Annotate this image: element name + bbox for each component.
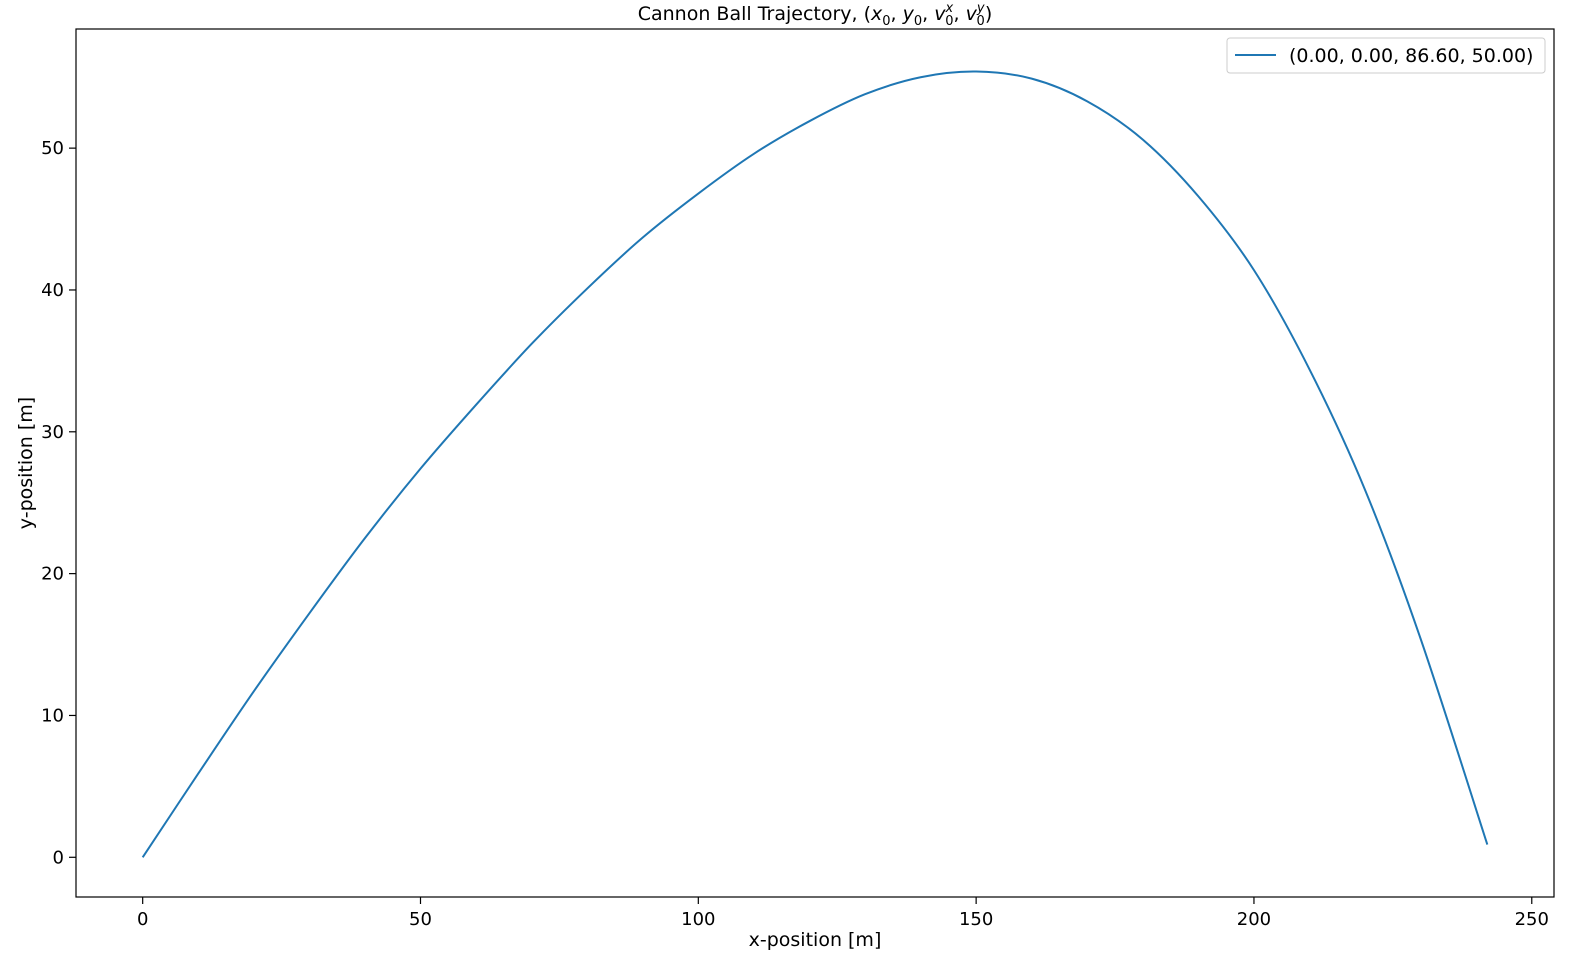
legend-entry-label: (0.00, 0.00, 86.60, 50.00) xyxy=(1289,45,1533,67)
plot-area xyxy=(141,70,1489,858)
x-tick-label: 100 xyxy=(681,909,715,930)
y-tick-label: 30 xyxy=(41,422,64,443)
y-tick-label: 40 xyxy=(41,280,64,301)
y-tick-label: 0 xyxy=(53,847,64,868)
x-axis-label: x-position [m] xyxy=(749,929,882,951)
x-tick-label: 200 xyxy=(1237,909,1271,930)
y-axis-label: y-position [m] xyxy=(15,397,37,529)
chart-title: Cannon Ball Trajectory, (x0​, y0​, vx0​,… xyxy=(638,1,993,29)
x-tick-label: 250 xyxy=(1515,909,1549,930)
x-axis: 0 50 100 150 200 250 xyxy=(137,897,1549,930)
legend-box xyxy=(1226,37,1546,74)
x-tick-label: 50 xyxy=(409,909,432,930)
y-tick-label: 20 xyxy=(41,564,64,585)
y-axis: 0 10 20 30 40 50 xyxy=(41,138,76,868)
x-tick-label: 0 xyxy=(137,909,148,930)
axes-frame xyxy=(75,28,1555,898)
y-tick-label: 50 xyxy=(41,138,64,159)
legend: (0.00, 0.00, 86.60, 50.00) xyxy=(1226,37,1546,74)
trajectory-line xyxy=(141,70,1489,858)
y-tick-label: 10 xyxy=(41,705,64,726)
x-tick-label: 150 xyxy=(959,909,993,930)
